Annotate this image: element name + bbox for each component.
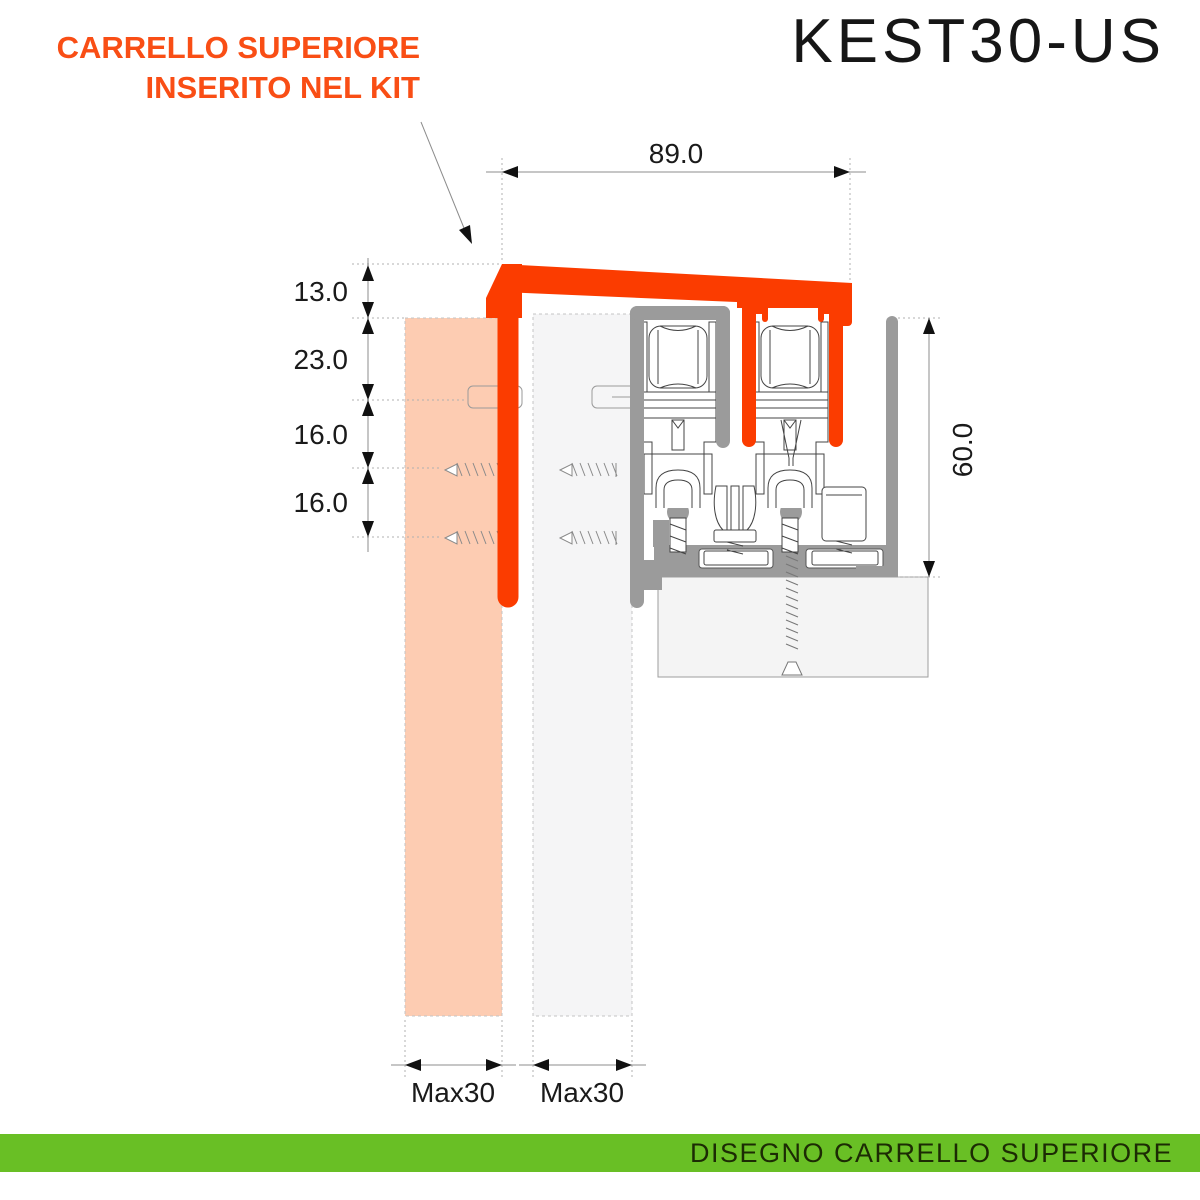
roller-carriages [639, 321, 867, 555]
orange-profile [486, 264, 852, 608]
carriage-left [639, 321, 717, 555]
spacer-block [821, 486, 867, 554]
right-clamp-bar [856, 316, 898, 577]
carriage-right [751, 321, 829, 555]
leader-line [420, 121, 467, 234]
dim-max30-left: Max30 [411, 1077, 495, 1108]
ceiling-block [657, 576, 929, 678]
anti-jump-fork [713, 485, 757, 555]
dim-16a: 16.0 [294, 419, 349, 450]
dim-max30-right: Max30 [540, 1077, 624, 1108]
door-panel-right [532, 313, 633, 1017]
footer-banner: DISEGNO CARRELLO SUPERIORE [0, 1134, 1200, 1172]
ceiling-screw [781, 547, 803, 676]
adjust-funnel [780, 419, 802, 466]
footer-label: DISEGNO CARRELLO SUPERIORE [690, 1138, 1174, 1168]
door-panel-left [404, 317, 503, 1017]
dimension-annotations: 89.0 13.0 23.0 16.0 16.0 60.0 Max30 Max3… [294, 121, 978, 1108]
leader-arrow [459, 225, 472, 244]
dim-right-height: 60.0 [947, 423, 978, 478]
callout-line-1: CARRELLO SUPERIORE [56, 30, 420, 65]
dim-13: 13.0 [294, 276, 349, 307]
callout-label: CARRELLO SUPERIORE INSERITO NEL KIT [57, 28, 420, 108]
extension-lines [352, 158, 942, 1078]
clip-left [467, 385, 523, 409]
dim-16b: 16.0 [294, 487, 349, 518]
page-title: KEST30-US [791, 7, 1165, 76]
dim-23: 23.0 [294, 344, 349, 375]
dimension-arrows [362, 166, 935, 1071]
left-door-channel [630, 306, 730, 608]
callout-line-2: INSERITO NEL KIT [145, 70, 420, 105]
dim-top-width: 89.0 [649, 138, 704, 169]
door-panels [404, 313, 633, 1017]
